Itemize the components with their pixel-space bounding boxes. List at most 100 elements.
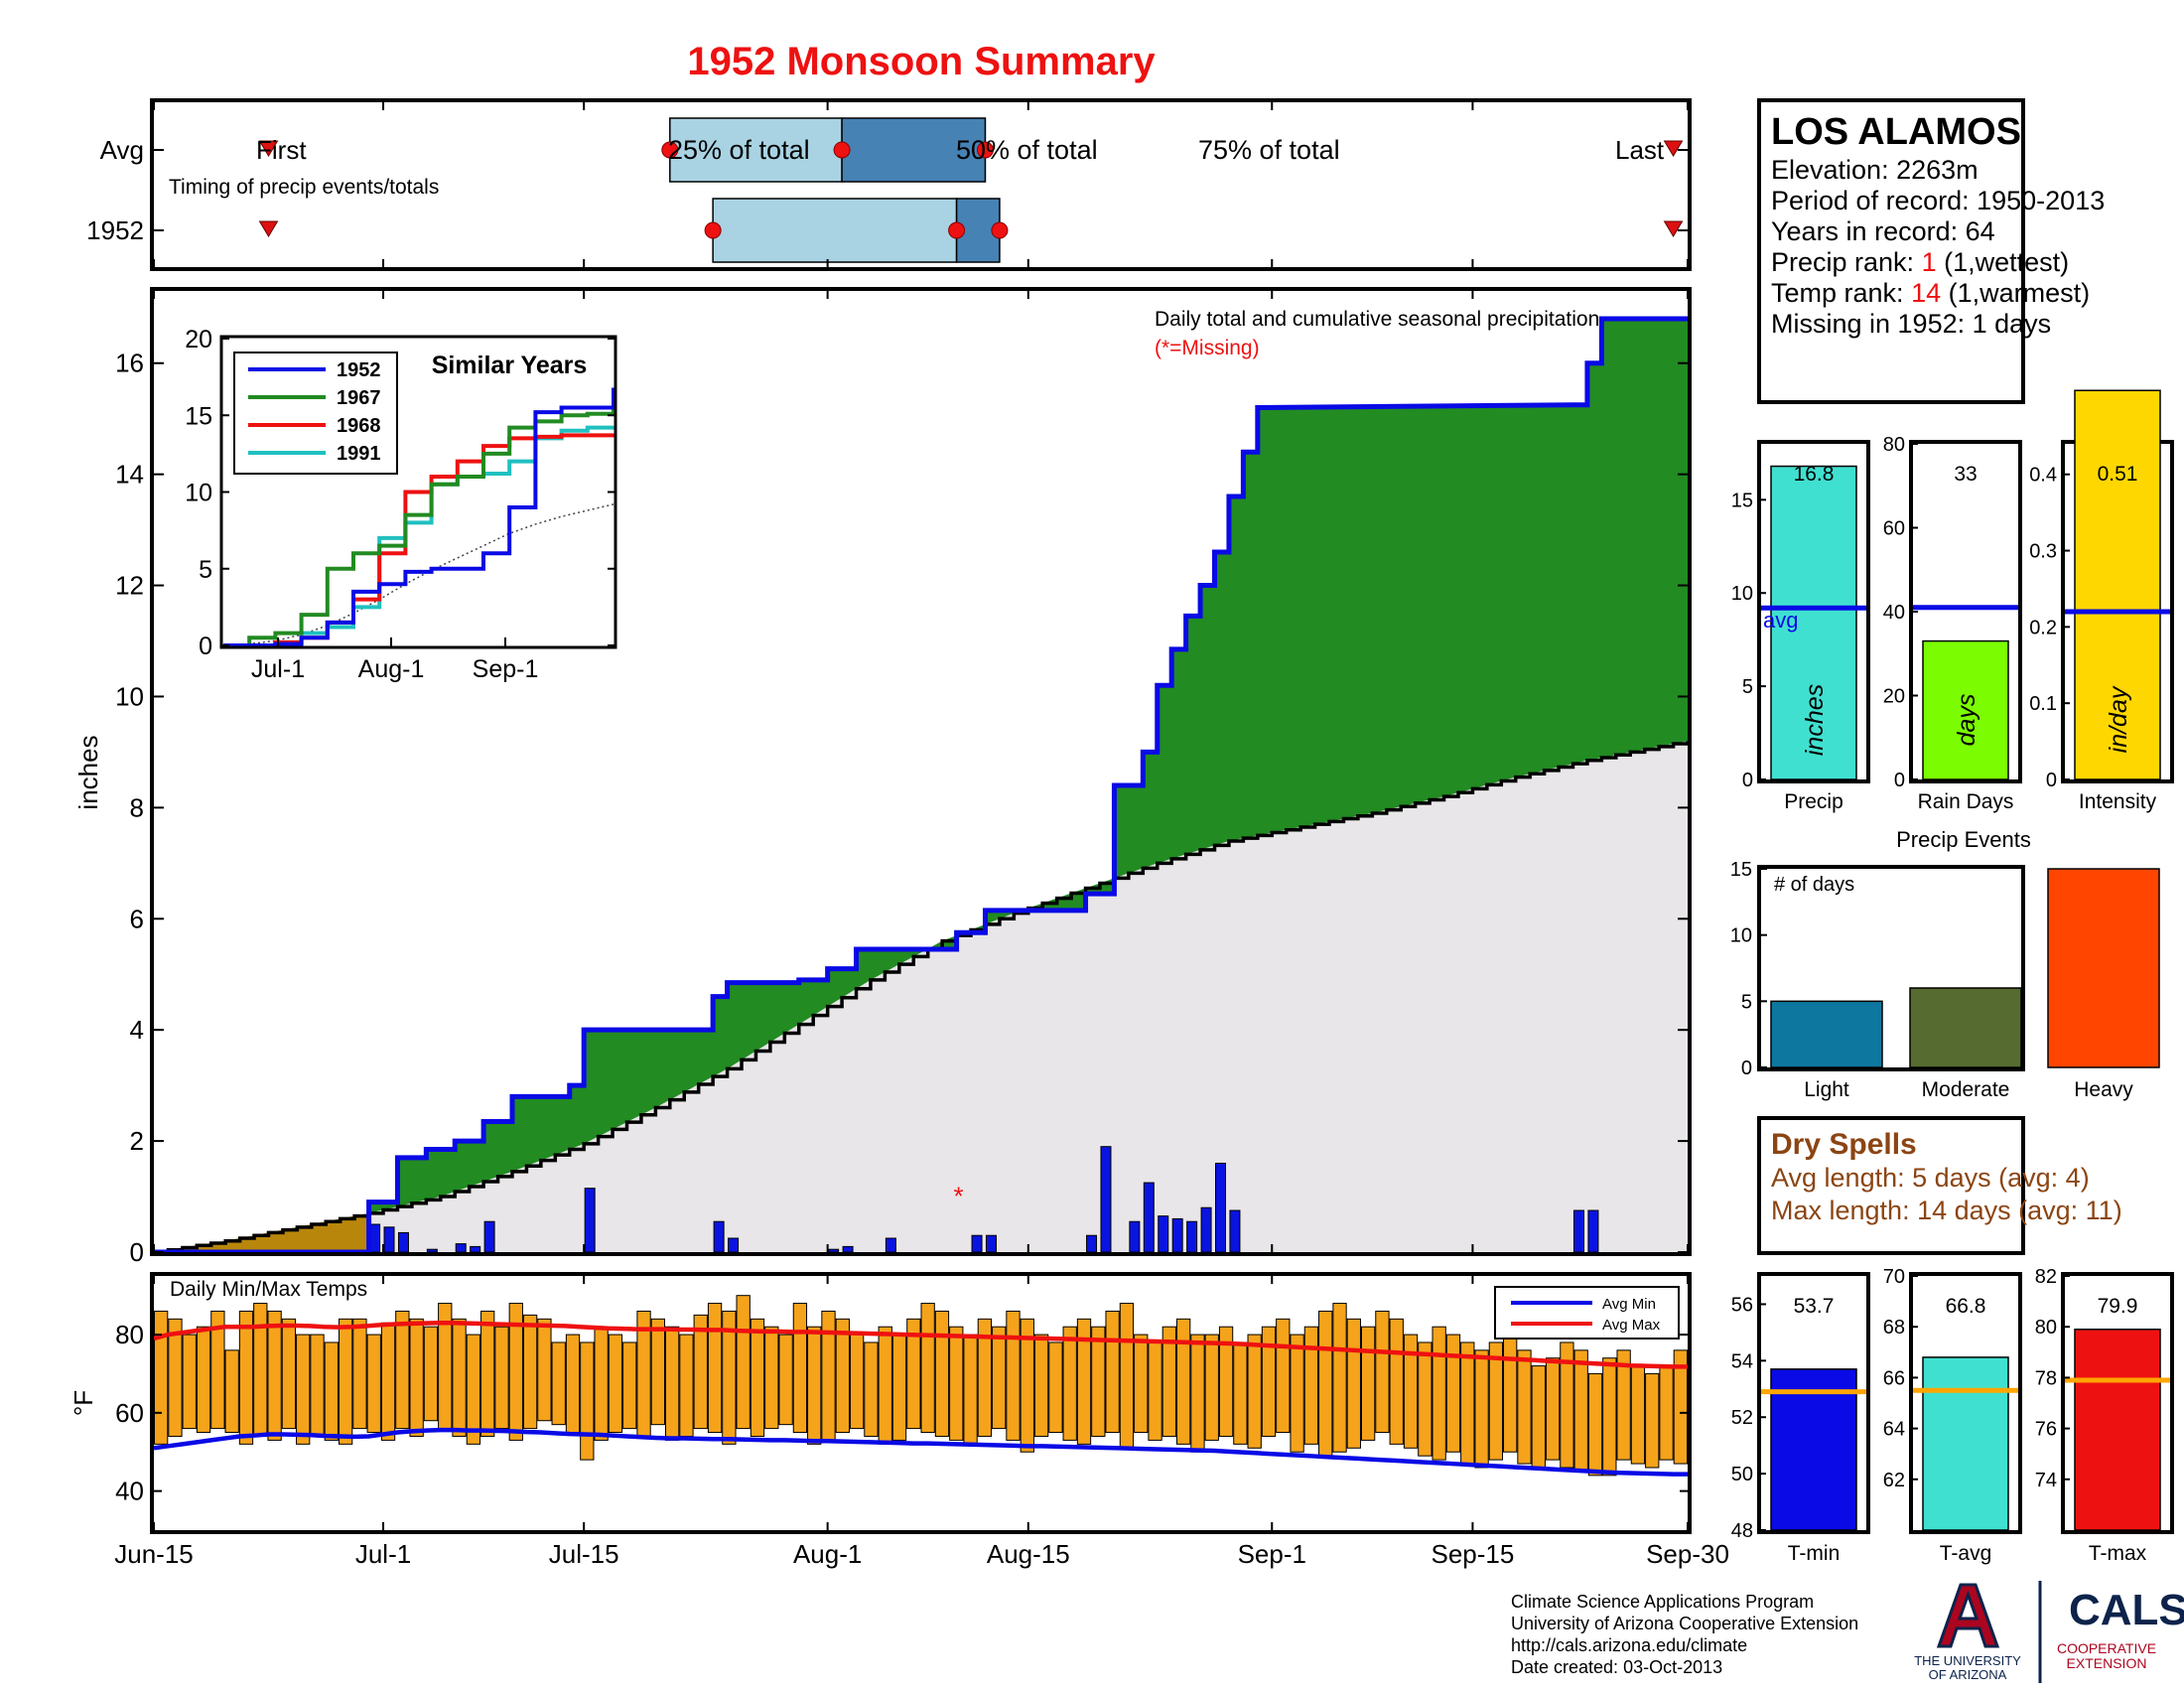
summary-value: 16.8: [1794, 463, 1835, 486]
daily-temp-bar: [807, 1326, 822, 1445]
temp-y-axis: 40 60 80: [115, 1320, 1690, 1506]
daily-precip-bar: [713, 1220, 725, 1253]
timing-quantile-marker: [704, 221, 722, 239]
daily-temp-bar: [1318, 1310, 1333, 1457]
daily-temp-bar: [352, 1318, 367, 1430]
daily-temp-bar: [835, 1318, 850, 1434]
ua-line-1: THE UNIVERSITY: [1914, 1653, 2021, 1668]
summary-tick-label: 60: [1883, 518, 1905, 540]
summary-label: T-min: [1788, 1542, 1841, 1565]
similar-years-inset: 0 5 10 15 20 Jul-1 Aug-1 Sep-1 Similar Years 19…: [185, 326, 617, 683]
inset-y-tick-label: 20: [185, 326, 212, 353]
above-average-area: [154, 318, 1688, 1252]
university-of-arizona-logo: THE UNIVERSITY OF ARIZONA: [1914, 1583, 2021, 1682]
missing-day-marker: *: [954, 1181, 964, 1210]
timing-frame: [150, 98, 1692, 271]
event-tick-label: 5: [1741, 991, 1752, 1013]
daily-temp-bar: [891, 1334, 907, 1441]
inset-y-tick-label: 10: [185, 480, 212, 507]
daily-temp-bar: [522, 1314, 538, 1430]
daily-temp-bar: [1119, 1303, 1135, 1449]
timing-bars: [152, 100, 1690, 269]
daily-temp-bar: [409, 1318, 424, 1437]
daily-temp-bar: [906, 1318, 921, 1430]
daily-temp-bar: [168, 1318, 183, 1437]
inset-x-tick-label: Aug-1: [358, 655, 425, 683]
summary-tick-label: 80: [2035, 1317, 2057, 1339]
daily-precip-bar: [1215, 1162, 1227, 1253]
summary-tick-label: 20: [1883, 686, 1905, 708]
station-name: LOS ALAMOS: [1771, 111, 2021, 153]
daily-temp-bar: [296, 1334, 311, 1445]
event-bar: [2047, 868, 2160, 1068]
avg-min-line: [153, 1427, 1688, 1477]
pct-75-label: 75% of total: [1198, 135, 1340, 165]
pct-50-label: 50% of total: [956, 135, 1098, 165]
average-cumulative-line: [154, 741, 1690, 1254]
daily-temp-bar: [494, 1326, 509, 1430]
daily-precip-bar: [455, 1243, 467, 1253]
event-category-label: Moderate: [1922, 1078, 2010, 1101]
daily-temp-bar: [1432, 1326, 1446, 1461]
timing-caption: Timing of precip events/totals: [169, 176, 439, 199]
events-y-label: # of days: [1774, 874, 1854, 896]
summary-tick-label: 52: [1731, 1407, 1753, 1429]
daily-temp-bar: [1276, 1318, 1291, 1434]
daily-precip-bar: [1587, 1209, 1599, 1253]
daily-temp-bar: [338, 1318, 353, 1445]
daily-temp-bar: [154, 1310, 169, 1445]
page-title: 1952 Monsoon Summary: [687, 40, 1156, 83]
footer-line-2: University of Arizona Cooperative Extens…: [1511, 1614, 1858, 1633]
dry-spells-panel: Dry Spells Avg length: 5 days (avg: 4) M…: [1757, 1116, 2122, 1255]
daily-temp-bar: [466, 1334, 481, 1445]
timing-q50-q75-box: [841, 117, 987, 183]
summary-label: Precip: [1784, 790, 1843, 813]
daily-precip-bar: [828, 1248, 840, 1253]
ua-line-2: OF ARIZONA: [1929, 1667, 2007, 1682]
daily-temp-bar: [1645, 1372, 1660, 1469]
daily-temp-bar: [1503, 1334, 1518, 1453]
date-tick-label: Aug-15: [987, 1539, 1070, 1569]
daily-temp-bar: [565, 1334, 581, 1434]
daily-precip-bar: [483, 1220, 495, 1253]
daily-temp-bar: [1531, 1365, 1546, 1469]
inset-legend-label: 1968: [337, 415, 381, 437]
main-frame: [150, 287, 1692, 1256]
inset-legend-label: 1952: [337, 359, 381, 381]
summary-tick-label: 78: [2035, 1367, 2057, 1389]
summary-tick-label: 0.1: [2029, 693, 2057, 715]
timing-row-avg-label: Avg: [100, 135, 144, 165]
daily-precip-bar: [1143, 1182, 1155, 1253]
daily-precip-bar: [985, 1234, 997, 1253]
daily-temp-bar: [1048, 1341, 1063, 1434]
daily-precip-bar: [383, 1226, 395, 1253]
precip-events-title: Precip Events: [1896, 827, 2031, 852]
dry-spells-frame: [1757, 1116, 2025, 1255]
summary-tick-label: 66: [1883, 1367, 1905, 1389]
daily-temp-bar: [1630, 1365, 1646, 1465]
daily-temp-bar: [238, 1310, 254, 1445]
daily-precip-bar: [1100, 1146, 1112, 1253]
daily-temp-bar: [580, 1341, 595, 1461]
daily-precip-bar: [842, 1245, 854, 1253]
daily-temp-bar: [452, 1318, 467, 1437]
daily-precip-bar: [728, 1237, 740, 1253]
summary-tick-label: 0.4: [2029, 465, 2057, 487]
daily-temp-bar: [764, 1326, 779, 1430]
daily-temp-bar: [650, 1318, 666, 1426]
main-y-tick-label: 0: [130, 1237, 144, 1267]
daily-temp-bar: [778, 1334, 793, 1426]
daily-temp-bar: [423, 1326, 439, 1422]
daily-temp-bar: [1247, 1334, 1262, 1449]
precip-events-panel: Precip Events Light Moderate Heavy 0 5 10 15 #…: [1730, 827, 2160, 1101]
daily-temp-bar: [1488, 1341, 1504, 1461]
summary-tick-label: 40: [1883, 602, 1905, 624]
daily-temp-bar: [750, 1318, 765, 1437]
station-info-panel: LOS ALAMOS Elevation: 2263m Period of re…: [1757, 98, 2105, 404]
temp-y-tick-label: 40: [115, 1477, 144, 1506]
temp-y-tick-label: 80: [115, 1320, 144, 1349]
summary-unit: inches: [1801, 684, 1829, 756]
daily-precip-bar: [1171, 1217, 1183, 1253]
daily-temp-bar: [224, 1349, 239, 1434]
timing-quantile-marker: [991, 221, 1009, 239]
